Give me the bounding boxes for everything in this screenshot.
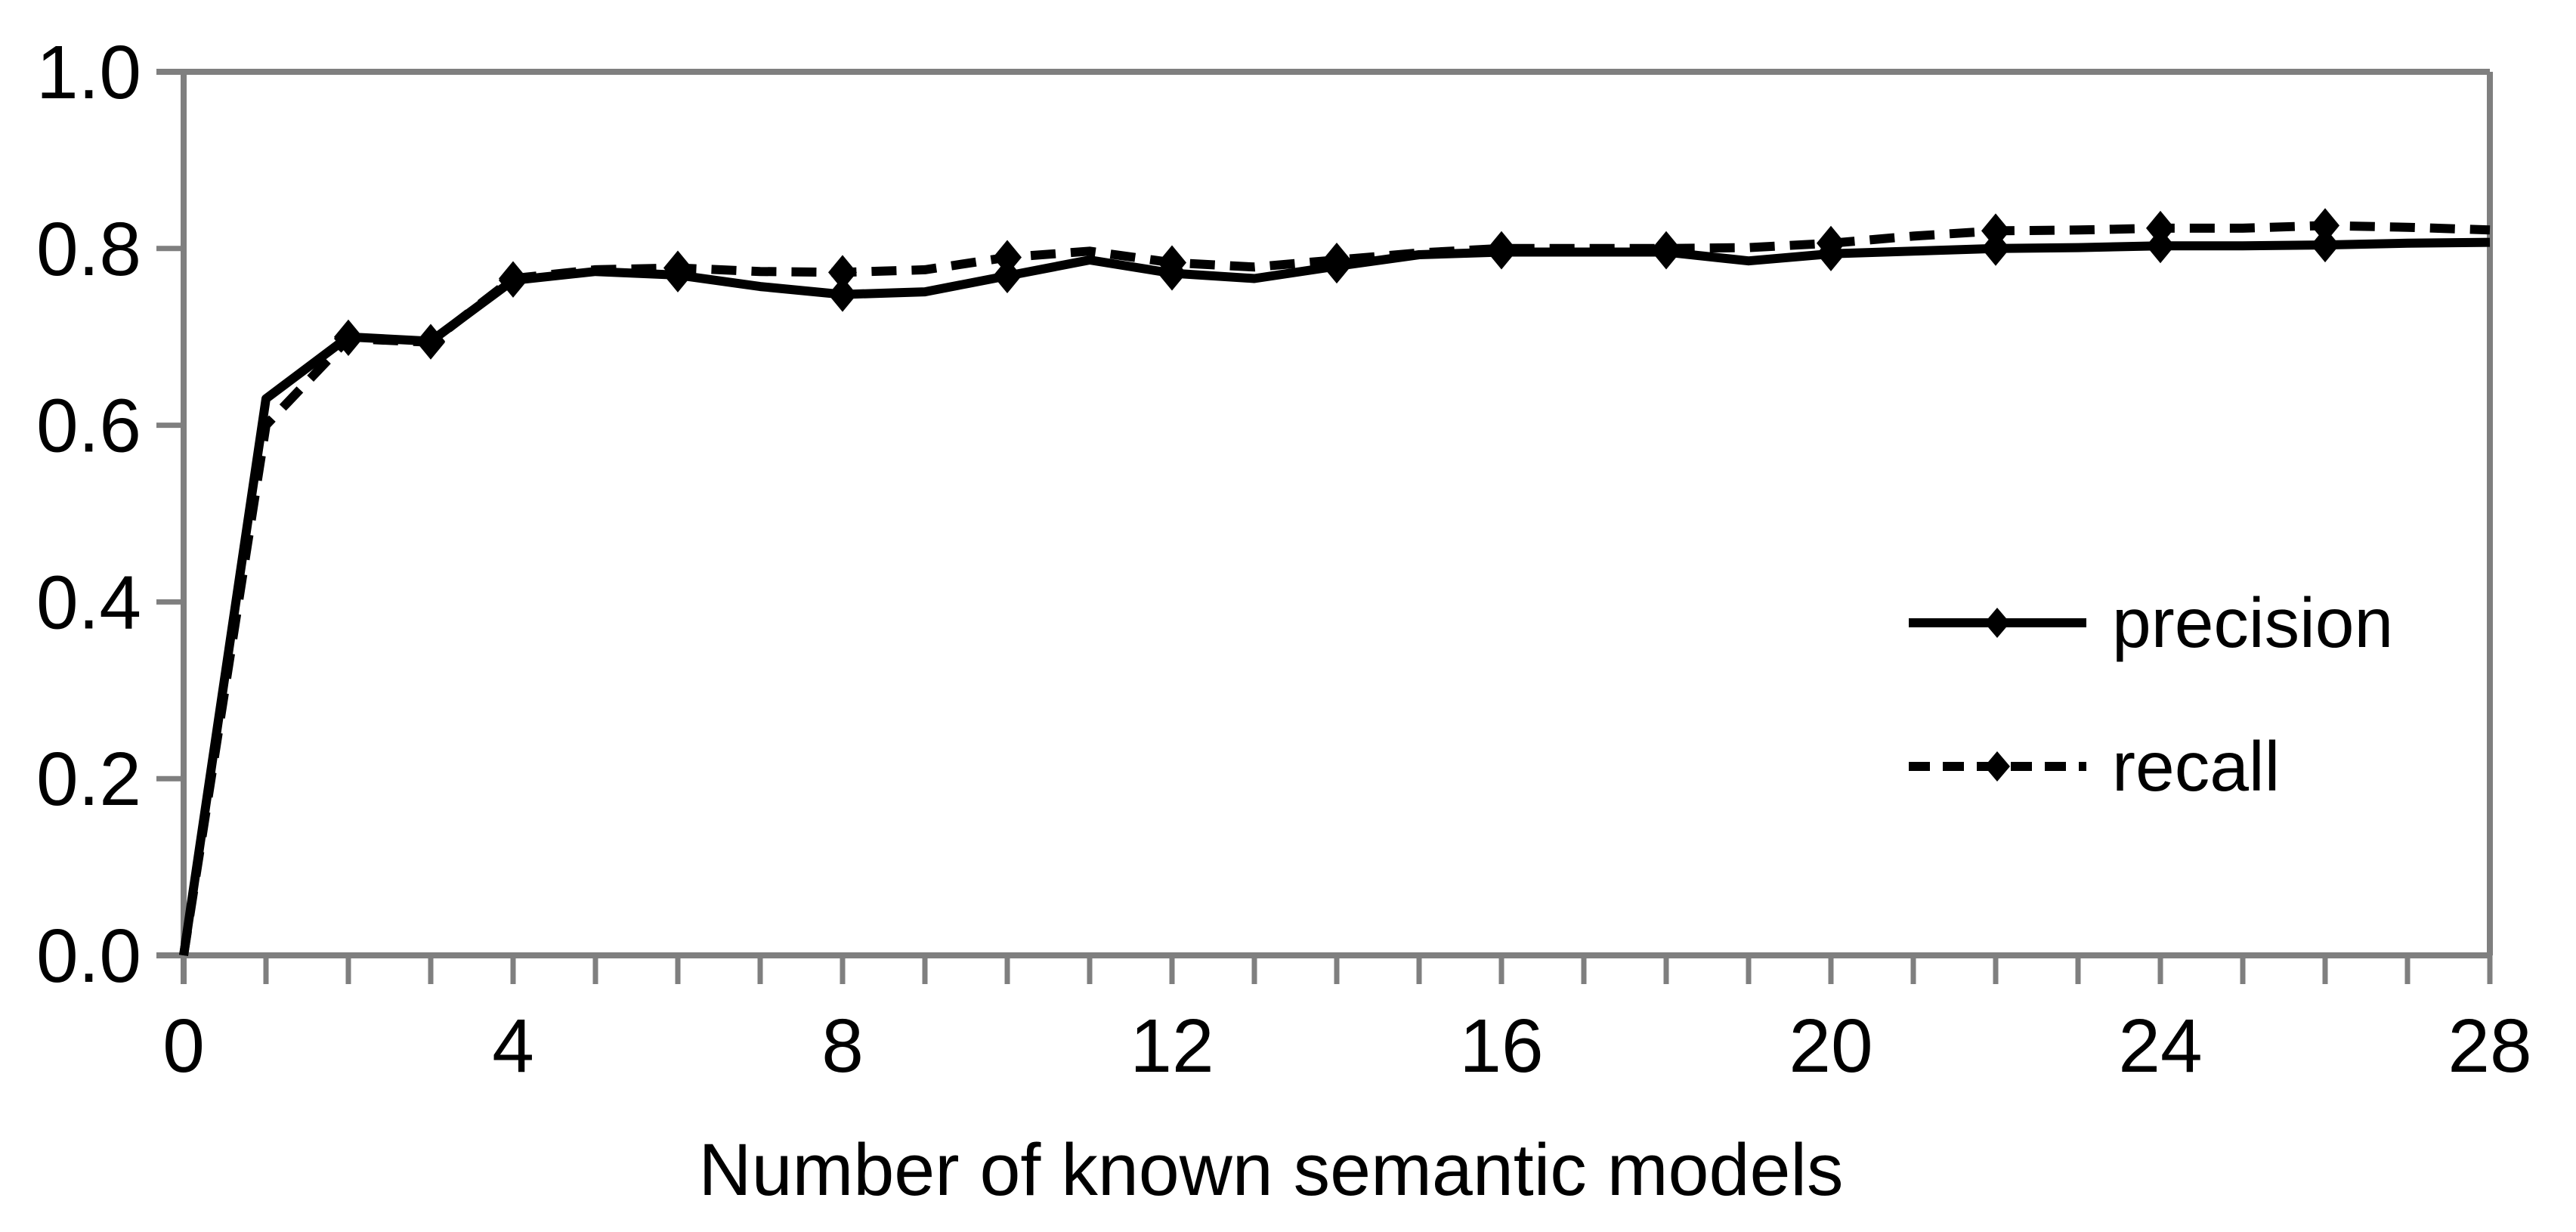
x-tick-label: 24 [2118,1004,2202,1088]
recall-marker [993,240,1022,275]
recall-marker [1981,213,2010,249]
x-tick-label: 4 [492,1004,534,1088]
x-tick-label: 12 [1130,1004,1214,1088]
x-tick-label: 16 [1459,1004,1543,1088]
recall-marker [1322,242,1351,277]
recall-marker [1487,231,1516,266]
recall-sample-marker [1984,751,2010,782]
recall-marker [663,250,692,286]
recall-marker [334,321,363,357]
recall-line-sample [1909,751,2086,782]
x-tick-label: 8 [821,1004,864,1088]
precision-line-sample [1909,608,2086,638]
recall-line [179,221,2491,956]
recall-marker [1158,245,1186,280]
y-tick-label: 0.6 [36,384,141,469]
precision-marker [828,277,857,312]
precision-sample-marker [1984,608,2010,638]
recall-marker [2311,208,2339,243]
legend-item-recall: recall [1909,724,2393,809]
x-tick-label: 28 [2448,1004,2531,1088]
y-tick-label: 0.2 [36,737,141,822]
x-tick-label: 0 [162,1004,205,1088]
y-tick-label: 0.8 [36,207,141,292]
recall-marker [1817,225,1845,261]
x-axis-title: Number of known semantic models [698,1128,1844,1211]
precision-marker [2311,228,2339,263]
recall-marker [499,261,527,296]
precision-marker [1981,231,2010,266]
y-tick-label: 1.0 [36,30,141,115]
legend-label-recall: recall [2112,727,2281,806]
legend-item-precision: precision [1909,580,2393,665]
x-tick-label: 20 [1789,1004,1872,1088]
y-tick-label: 0.0 [36,914,141,998]
y-tick-label: 0.4 [36,560,141,645]
recall-marker [828,255,857,290]
legend: precision recall [1909,580,2393,809]
precision-marker [993,258,1022,294]
legend-label-precision: precision [2112,583,2394,662]
recall-marker [416,324,445,360]
recall-marker [1652,231,1681,266]
recall-marker [2146,210,2175,246]
precision-marker [2146,228,2175,264]
